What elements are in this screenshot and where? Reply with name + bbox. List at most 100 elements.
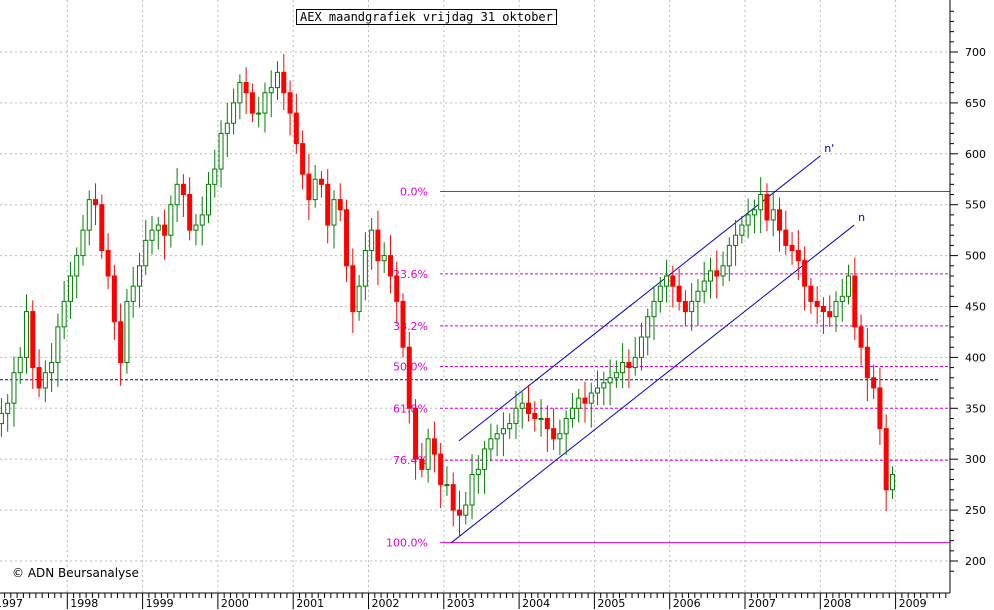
candle-body [739,224,745,236]
candle-body [733,234,739,246]
candle-body [469,473,475,506]
candle-body [563,417,569,435]
candle-body [67,275,73,302]
x-tick-label: 2008 [823,597,851,610]
x-tick-label: 2004 [522,597,550,610]
candle-body [11,372,17,404]
candle-body [30,311,36,369]
candle-body [707,270,713,282]
candle-body [676,285,682,302]
candle-body [758,194,764,211]
candle-body [118,321,124,363]
candle-body [538,417,544,420]
candle-body [124,300,130,363]
fib-label: 0.0% [400,185,428,198]
candle-body [375,229,381,262]
grid-lines [0,0,950,593]
candle-body [431,438,437,455]
candle-body [814,300,820,308]
candle-body [632,356,638,369]
y-tick-label: 350 [965,402,986,415]
candle-body [576,397,582,409]
y-tick-label: 600 [965,148,986,161]
candle-body [300,143,306,175]
candle-body [532,412,538,419]
candle-body [425,438,431,470]
candle-body [143,239,149,267]
chart-title: AEX maandgrafiek vrijdag 31 oktober [296,9,557,25]
candle-body [569,407,575,419]
candle-body [664,275,670,287]
candle-body [551,428,557,440]
fib-label: 23.6% [393,268,428,281]
candle-body [645,316,651,338]
candle-body [820,306,826,313]
candle-body [494,433,500,440]
candle-body [513,407,519,425]
candle-body [231,102,237,124]
candle-body [80,229,86,257]
fibonacci-levels: 0.0%23.6%38.2%50.0%61.8%76.4%100.0% [386,185,950,550]
candle-body [682,300,688,313]
candle-body [187,194,193,231]
candle-body [168,204,174,236]
candle-body [507,423,513,430]
candle-body [400,300,406,348]
candle-body [889,473,895,491]
candle-body [613,372,619,379]
candle-body [833,300,839,318]
fib-label: 100.0% [386,537,428,550]
y-tick-label: 650 [965,97,986,110]
candle-body [162,224,168,236]
candle-body [588,392,594,404]
candle-body [544,417,550,430]
candle-body [695,290,701,302]
x-tick-label: 2001 [296,597,324,610]
y-tick-label: 450 [965,301,986,314]
candle-body [802,260,808,287]
candle-body [720,265,726,277]
candle-body [883,428,889,491]
candle-body [24,311,30,358]
candle-body [331,199,337,226]
candle-body [325,183,331,226]
candle-body [871,377,877,389]
trend-channel: n' n [451,142,865,544]
y-tick-label: 250 [965,504,986,517]
candle-body [526,402,532,414]
candle-body [789,244,795,252]
candle-body [475,468,481,475]
candle-body [406,346,412,409]
x-tick-label: 2006 [673,597,701,610]
channel-label: n' [824,142,834,155]
candle-body [243,82,249,94]
candle-body [42,372,48,389]
candle-body [770,209,776,221]
candle-body [638,336,644,358]
candle-body [212,168,218,185]
candle-body [394,275,400,302]
candle-body [205,183,211,216]
y-tick-label: 700 [965,46,986,59]
x-tick-label: 2009 [899,597,927,610]
candle-body [249,92,255,114]
candle-body [500,428,506,435]
x-tick-label: 2000 [221,597,249,610]
candle-body [268,87,274,94]
candle-body [482,448,488,470]
candle-body [99,204,105,252]
candle-body [61,300,67,328]
candle-body [601,382,607,389]
candle-body [419,458,425,470]
y-tick-label: 550 [965,199,986,212]
candle-body [130,285,136,302]
candle-body [651,300,657,318]
x-tick-label: 1999 [146,597,174,610]
candle-body [808,285,814,302]
candle-body [488,438,494,450]
candle-body [344,209,350,267]
candle-body [0,412,4,425]
candle-body [846,275,852,297]
candle-body [193,224,199,231]
